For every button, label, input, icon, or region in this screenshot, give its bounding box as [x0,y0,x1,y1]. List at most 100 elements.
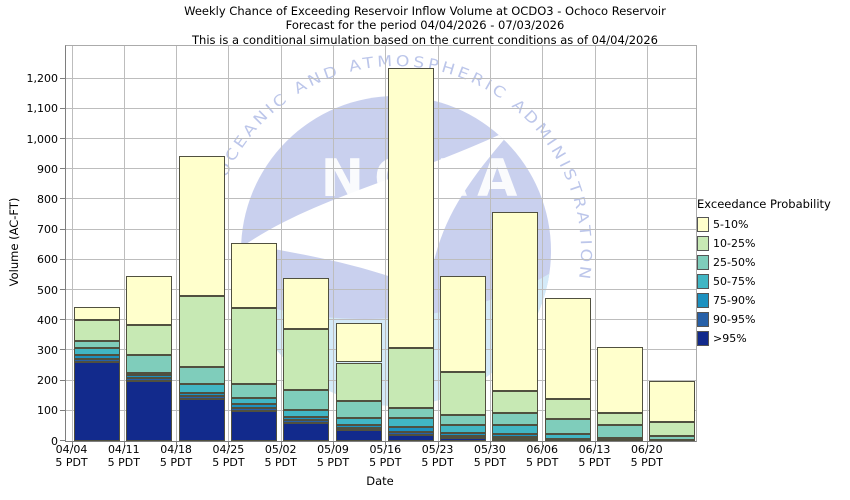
legend: Exceedance Probability 5-10% 10-25% 25-50%… [697,197,831,351]
gridline-horizontal [66,289,696,290]
bar-segment-25to50 [178,367,225,384]
legend-item: >95% [697,331,831,346]
x-tick-time: 5 PDT [630,455,663,469]
bar-segment-75to90 [283,417,330,421]
gridline-vertical [228,46,230,441]
y-tick-label: 500 [37,283,58,297]
gridline-horizontal [66,107,696,109]
x-tick-date: 05/23 [421,443,454,456]
bar-segment-5to10 [283,277,330,330]
legend-label: 10-25% [713,237,756,250]
bar-segment-95 [387,434,434,441]
bar-segment-10to25 [387,348,434,409]
bar-segment-25to50 [492,413,539,426]
x-tick-mark [437,442,439,447]
y-tick-label: 600 [37,253,58,267]
x-tick-mark [228,442,230,447]
x-tick-label: 04/18 5 PDT [144,441,208,470]
y-tick-mark [60,168,65,170]
bar-05-16 [387,46,434,441]
y-tick-mark [60,440,65,441]
bar-segment-50to75 [544,433,591,439]
y-tick-mark [60,198,65,200]
bar-segment-95 [126,380,173,441]
bar-05-30 [492,46,539,441]
bar-segment-10to25 [649,421,696,436]
legend-swatch [697,331,709,346]
x-tick-time: 5 PDT [578,455,611,469]
bar-segment-25to50 [440,415,487,425]
y-tick-label: 1,100 [26,102,59,116]
bar-segment-5to10 [74,306,120,321]
chart-title-line3: This is a conditional simulation based o… [192,32,658,47]
x-tick-date: 06/13 [578,443,611,456]
x-tick-date: 06/20 [630,443,663,456]
bar-segment-10to25 [335,362,382,401]
bar-segment-95 [440,437,487,441]
x-tick-time: 5 PDT [212,455,245,469]
y-tick-mark [60,289,65,290]
bar-segment-5to10 [440,276,487,373]
gridline-vertical [176,46,178,441]
bar-segment-50to75 [283,409,330,418]
legend-label: 75-90% [713,294,756,307]
y-tick-mark [60,77,65,79]
x-tick-time: 5 PDT [55,455,88,469]
gridline-horizontal [66,138,696,139]
bar-segment-75to90 [335,425,382,429]
y-tick-label: 800 [37,192,58,206]
legend-swatch [697,274,709,289]
bar-segment-10to25 [283,329,330,391]
gridline-vertical [123,46,125,441]
legend-title: Exceedance Probability [697,197,831,211]
bar-segment-50to75 [335,418,382,425]
x-tick-time: 5 PDT [369,455,402,469]
bar-segment-25to50 [597,425,643,438]
gridline-vertical [489,46,491,441]
gridline-vertical [71,46,73,441]
bar-segment-25to50 [335,400,382,419]
x-tick-label: 05/09 5 PDT [301,441,365,470]
bar-segment-5to10 [649,380,696,422]
bar-06-06 [544,46,591,441]
bar-segment-75to90 [74,354,120,359]
legend-label: 25-50% [713,256,756,269]
legend-item: 10-25% [697,236,831,251]
bar-segment-5to10 [544,297,591,399]
bar-segment-5to10 [387,68,434,348]
gridline-vertical [437,46,439,441]
bar-segment-95 [230,410,277,441]
x-tick-label: 05/30 5 PDT [458,441,522,470]
bar-segment-90to95 [440,435,487,438]
gridline-horizontal [66,198,696,200]
chart-titles: Weekly Chance of Exceeding Reservoir Inf… [0,4,850,47]
x-tick-mark [489,442,491,447]
legend-item: 50-75% [697,274,831,289]
chart-title-line2: Forecast for the period 04/04/2026 - 07/… [285,18,565,33]
legend-swatch [697,312,709,327]
bar-segment-25to50 [126,354,173,374]
y-tick-label: 900 [37,162,58,176]
bar-segment-90to95 [230,407,277,411]
x-tick-date: 04/11 [107,443,140,456]
y-tick-mark [60,107,65,109]
x-tick-mark [542,442,544,447]
gridline-horizontal [66,168,696,170]
legend-label: 50-75% [713,275,756,288]
bar-segment-95 [335,430,382,441]
y-axis-title: Volume (AC-FT) [7,197,21,287]
y-tick-mark [60,379,65,381]
gridline-vertical [646,46,648,441]
y-tick-mark [60,409,65,411]
x-tick-date: 06/06 [526,443,559,456]
x-tick-label: 04/04 5 PDT [40,441,104,470]
gridline-vertical [385,46,387,441]
gridline-horizontal [66,77,696,79]
bar-segment-5to10 [230,243,277,309]
gridline-horizontal [66,258,696,260]
bar-segment-90to95 [74,358,120,363]
x-tick-time: 5 PDT [316,455,350,469]
legend-item: 5-10% [697,217,831,232]
x-tick-label: 06/06 5 PDT [510,441,574,470]
